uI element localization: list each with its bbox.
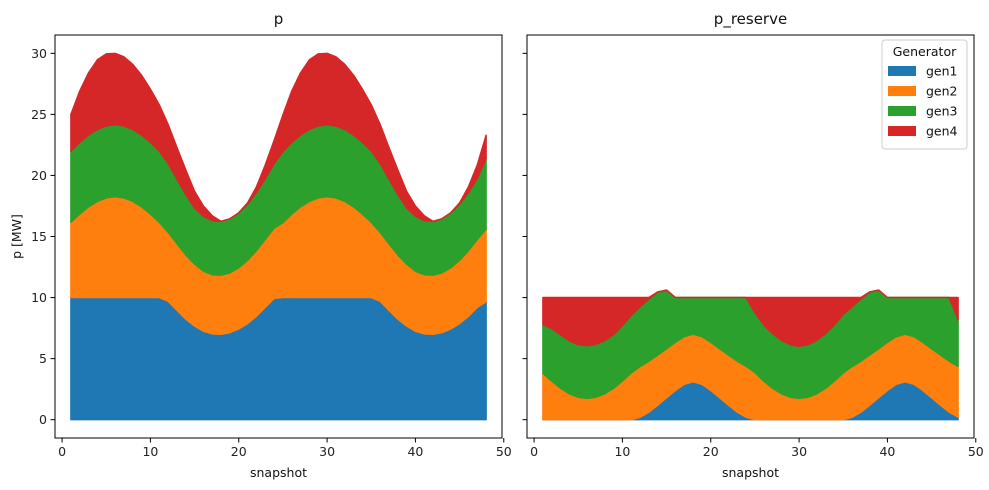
legend-label-gen1: gen1 <box>926 64 958 79</box>
chart-title-p: p <box>274 10 284 28</box>
area-gen4 <box>542 289 959 348</box>
x-tick-label: 50 <box>968 444 984 459</box>
x-ticks-p-reserve: 0 10 20 30 40 50 <box>530 438 984 459</box>
area-gen4 <box>70 52 487 223</box>
y-tick-label: 25 <box>31 107 47 122</box>
x-axis-label-p: snapshot <box>250 465 307 480</box>
chart-p-reserve: 0 10 20 30 40 50 p_reserve snapshot <box>522 10 984 480</box>
y-tick-label: 15 <box>31 229 47 244</box>
y-ticks-p-reserve <box>522 52 527 421</box>
x-tick-label: 0 <box>530 444 538 459</box>
x-tick-label: 0 <box>58 444 66 459</box>
y-tick-label: 30 <box>31 46 47 61</box>
y-tick-label: 5 <box>39 351 47 366</box>
x-tick-label: 40 <box>879 444 895 459</box>
x-tick-label: 20 <box>231 444 247 459</box>
x-tick-label: 50 <box>496 444 512 459</box>
legend-swatch-gen1 <box>888 66 916 76</box>
x-tick-label: 10 <box>142 444 158 459</box>
y-tick-label: 20 <box>31 168 47 183</box>
chart-p: 0 10 20 30 40 50 0 5 10 15 20 25 30 p snapshot p [M… <box>9 10 512 480</box>
x-axis-label-p-reserve: snapshot <box>722 465 779 480</box>
area-layers-p-reserve <box>542 289 959 421</box>
x-tick-label: 30 <box>319 444 335 459</box>
legend-label-gen2: gen2 <box>926 84 958 99</box>
legend-label-gen4: gen4 <box>926 124 958 139</box>
y-tick-label: 0 <box>39 412 47 427</box>
legend-swatch-gen4 <box>888 126 916 136</box>
legend-title: Generator <box>893 44 957 59</box>
x-tick-label: 10 <box>614 444 630 459</box>
x-ticks-p: 0 10 20 30 40 50 <box>58 438 512 459</box>
area-layers-p <box>70 52 487 421</box>
x-tick-label: 30 <box>791 444 807 459</box>
x-tick-label: 40 <box>407 444 423 459</box>
legend-swatch-gen2 <box>888 86 916 96</box>
legend-swatch-gen3 <box>888 106 916 116</box>
y-ticks-p: 0 5 10 15 20 25 30 <box>31 46 55 427</box>
legend: Generator gen1 gen2 gen3 gen4 <box>881 39 968 150</box>
legend-entries: gen1 gen2 gen3 gen4 <box>888 64 958 139</box>
x-tick-label: 20 <box>703 444 719 459</box>
chart-title-p-reserve: p_reserve <box>714 10 787 29</box>
y-axis-label-p: p [MW] <box>9 214 24 259</box>
legend-label-gen3: gen3 <box>926 104 958 119</box>
y-tick-label: 10 <box>31 290 47 305</box>
